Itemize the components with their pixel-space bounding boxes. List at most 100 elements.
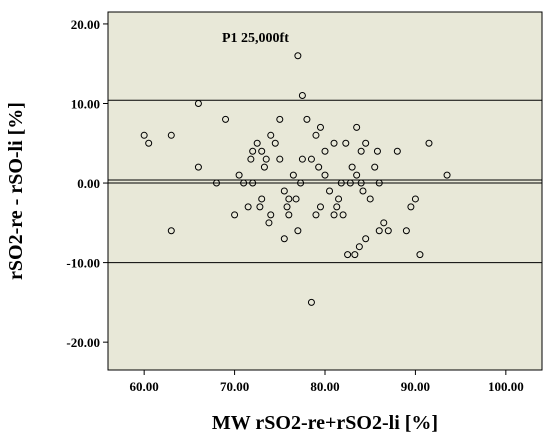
data-point	[213, 179, 220, 187]
data-point	[194, 163, 202, 171]
data-point	[280, 235, 288, 243]
data-point	[283, 203, 291, 211]
reference-lines	[108, 99, 542, 264]
data-point	[353, 123, 361, 131]
x-tick-label: 70.00	[220, 379, 249, 394]
data-point	[316, 203, 324, 211]
data-point	[249, 147, 257, 155]
data-point	[335, 195, 343, 203]
data-point	[362, 139, 370, 147]
data-point	[265, 219, 273, 227]
data-point	[351, 251, 359, 259]
data-point	[315, 163, 323, 171]
data-point	[167, 131, 175, 139]
data-point	[289, 171, 297, 179]
y-tick-label: -20.00	[66, 335, 100, 350]
x-axis-ticks: 60.00 70.00 80.00 90.00 100.00	[130, 370, 524, 394]
data-point	[375, 179, 383, 187]
y-tick-label: -10.00	[66, 256, 100, 271]
data-point	[294, 227, 302, 235]
data-point	[380, 219, 388, 227]
data-point	[307, 298, 315, 306]
data-point	[258, 147, 266, 155]
data-point	[253, 139, 261, 147]
data-point	[260, 163, 268, 171]
x-axis-label: MW rSO2-re+rSO2-li [%]	[212, 412, 438, 434]
data-point	[222, 115, 230, 123]
data-point	[443, 171, 451, 179]
y-tick-label: 0.00	[77, 176, 100, 191]
data-point	[357, 179, 365, 187]
data-point	[366, 195, 374, 203]
data-point	[353, 171, 361, 179]
data-point	[357, 147, 365, 155]
data-point	[167, 227, 175, 235]
data-point	[425, 139, 433, 147]
data-point	[145, 139, 153, 147]
data-point	[346, 179, 354, 187]
data-point	[333, 203, 341, 211]
data-point	[312, 131, 320, 139]
data-point	[256, 203, 264, 211]
data-point	[285, 211, 293, 219]
x-tick-label: 60.00	[130, 379, 159, 394]
data-point	[330, 139, 338, 147]
data-point	[298, 92, 306, 100]
data-point	[294, 52, 302, 60]
data-points	[140, 52, 451, 306]
data-point	[267, 211, 275, 219]
chart-annotation: P1 25,000ft	[222, 31, 289, 46]
data-point	[280, 187, 288, 195]
x-tick-label: 90.00	[401, 379, 430, 394]
data-point	[362, 235, 370, 243]
data-point	[339, 211, 347, 219]
data-point	[235, 171, 243, 179]
data-point	[407, 203, 415, 211]
data-point	[355, 243, 363, 251]
data-point	[416, 251, 424, 259]
data-point	[348, 163, 356, 171]
data-point	[373, 147, 381, 155]
data-point	[321, 147, 329, 155]
data-point	[240, 179, 248, 187]
data-point	[342, 139, 350, 147]
data-point	[276, 115, 284, 123]
data-point	[330, 211, 338, 219]
data-point	[267, 131, 275, 139]
data-point	[326, 187, 334, 195]
data-point	[316, 123, 324, 131]
x-tick-label: 80.00	[310, 379, 339, 394]
x-tick-label: 100.00	[488, 379, 524, 394]
data-point	[344, 251, 352, 259]
data-point	[359, 187, 367, 195]
y-axis-ticks: -20.00 -10.00 0.00 10.00 20.00	[66, 17, 108, 350]
data-point	[312, 211, 320, 219]
data-point	[298, 155, 306, 163]
plot-area	[107, 11, 543, 371]
y-axis-label: rSO2-re - rSO-li [%]	[5, 102, 27, 280]
data-point	[297, 179, 305, 187]
data-point	[140, 131, 148, 139]
data-point	[194, 99, 202, 107]
data-point	[262, 155, 270, 163]
y-tick-label: 20.00	[71, 17, 100, 32]
data-point	[321, 171, 329, 179]
data-point	[411, 195, 419, 203]
data-point	[371, 163, 379, 171]
data-point	[258, 195, 266, 203]
data-point	[303, 115, 311, 123]
data-point	[375, 227, 383, 235]
data-point	[393, 147, 401, 155]
y-tick-label: 10.00	[71, 96, 100, 111]
data-point	[276, 155, 284, 163]
data-point	[244, 203, 252, 211]
data-point	[247, 155, 255, 163]
data-point	[337, 179, 345, 187]
data-point	[402, 227, 410, 235]
data-point	[285, 195, 293, 203]
data-point	[307, 155, 315, 163]
data-point	[384, 227, 392, 235]
data-point	[292, 195, 300, 203]
data-point	[271, 139, 279, 147]
